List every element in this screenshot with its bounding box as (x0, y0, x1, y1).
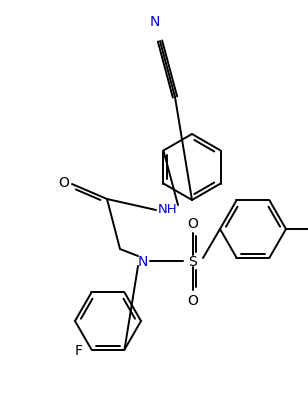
Text: N: N (138, 254, 148, 268)
Text: O: O (188, 293, 198, 307)
Text: N: N (150, 15, 160, 29)
Text: O: O (59, 176, 69, 190)
Text: O: O (188, 217, 198, 231)
Text: S: S (188, 254, 197, 268)
Text: F: F (75, 343, 83, 356)
Text: NH: NH (158, 203, 178, 216)
